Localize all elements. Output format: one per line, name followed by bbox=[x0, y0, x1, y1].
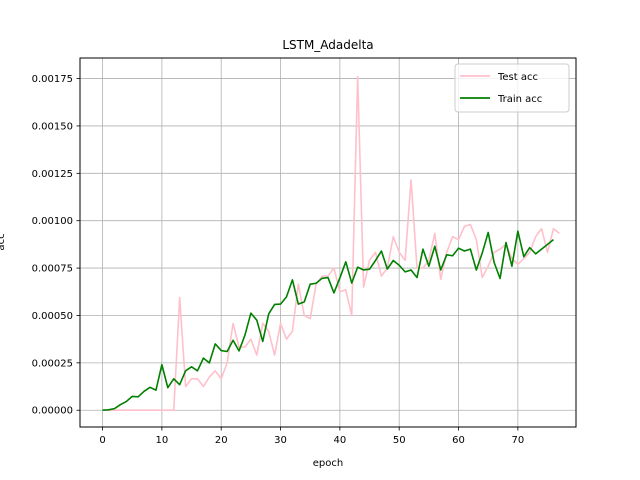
y-tick-label: 0.00150 bbox=[32, 121, 73, 132]
y-tick-label: 0.00100 bbox=[32, 216, 73, 227]
y-tick-label: 0.00175 bbox=[32, 74, 73, 85]
y-tick-label: 0.00050 bbox=[32, 311, 73, 322]
series-line-train-acc bbox=[102, 230, 554, 412]
x-tick-label: 70 bbox=[511, 435, 524, 446]
y-tick-label: 0.00125 bbox=[32, 169, 73, 180]
chart-title: LSTM_Adadelta bbox=[282, 38, 373, 52]
y-tick-label: 0.00025 bbox=[32, 358, 73, 369]
legend-label-test-acc: Test acc bbox=[497, 72, 538, 83]
x-tick-label: 0 bbox=[99, 435, 105, 446]
x-tick-label: 20 bbox=[215, 435, 228, 446]
legend-label-train-acc: Train acc bbox=[497, 94, 542, 105]
y-tick-label: 0.00000 bbox=[32, 406, 73, 417]
legend: Test acc Train acc bbox=[454, 63, 570, 113]
x-tick-label: 10 bbox=[156, 435, 169, 446]
y-tick-label: 0.00075 bbox=[32, 264, 73, 275]
x-tick-label: 50 bbox=[393, 435, 406, 446]
x-tick-label: 40 bbox=[333, 435, 346, 446]
x-axis: 0 10 20 30 40 50 60 70 bbox=[99, 427, 524, 446]
y-axis-title: acc bbox=[0, 233, 7, 250]
plot-series bbox=[102, 75, 560, 412]
x-tick-label: 30 bbox=[274, 435, 287, 446]
x-axis-title: epoch bbox=[313, 458, 343, 469]
y-axis: 0.00000 0.00025 0.00050 0.00075 0.00100 0.001… bbox=[32, 74, 80, 417]
series-line-test-acc bbox=[102, 75, 560, 412]
plot-frame bbox=[79, 57, 577, 428]
x-tick-label: 60 bbox=[452, 435, 465, 446]
